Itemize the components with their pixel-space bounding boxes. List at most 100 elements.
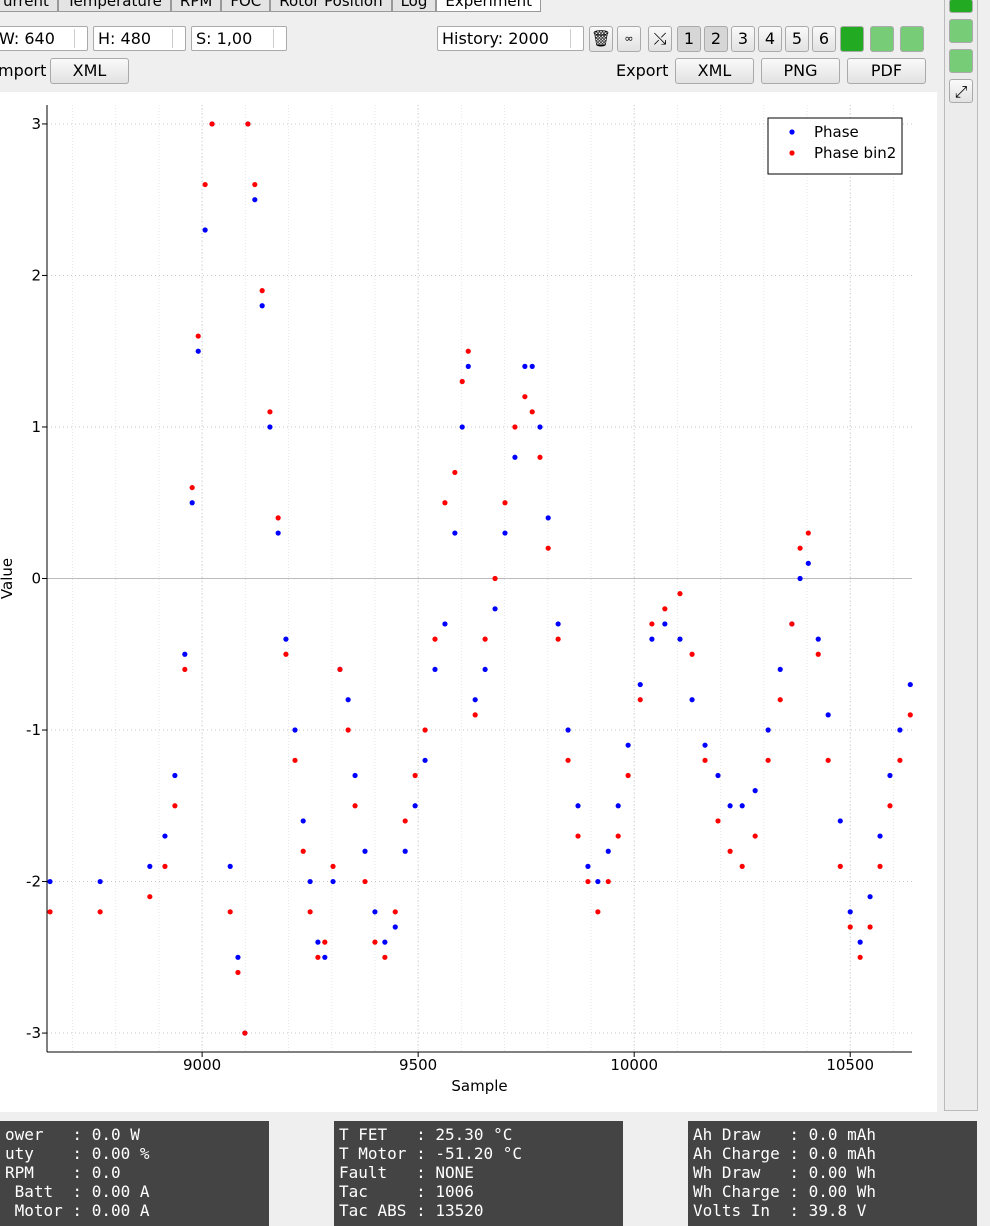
import-xml-button[interactable]: XML	[50, 58, 129, 84]
status-panel: Ah Draw : 0.0 mAh Ah Charge : 0.0 mAh Wh D…	[688, 1121, 977, 1226]
point	[97, 878, 103, 885]
point	[765, 727, 771, 733]
export-label: Export	[616, 61, 669, 80]
plot-number-button[interactable]: 1	[677, 26, 701, 52]
point	[605, 848, 611, 854]
export-png-button[interactable]: PNG	[761, 58, 840, 84]
point	[522, 363, 528, 369]
plot-number-button[interactable]: 5	[785, 26, 809, 52]
point	[442, 621, 448, 627]
point	[545, 515, 551, 521]
point	[565, 757, 571, 763]
tab[interactable]: Log	[391, 0, 437, 12]
point	[402, 848, 408, 854]
point	[209, 121, 215, 127]
point	[189, 500, 195, 506]
side-button[interactable]	[949, 49, 973, 73]
point	[382, 954, 388, 960]
legend-marker	[789, 129, 795, 135]
plot-number-button[interactable]: 4	[758, 26, 782, 52]
plot-number-button[interactable]: 3	[731, 26, 755, 52]
line-button[interactable]: ⤯	[648, 26, 672, 52]
point	[715, 772, 721, 779]
status-line: RPM : 0.0	[5, 1163, 121, 1182]
side-button[interactable]: ⤢	[949, 79, 973, 103]
point	[837, 818, 843, 824]
export-xml-button[interactable]: XML	[675, 58, 754, 84]
point	[649, 636, 655, 642]
point	[322, 939, 328, 945]
point	[907, 712, 913, 718]
plot-number-button[interactable]: 6	[812, 26, 836, 52]
point	[362, 878, 368, 885]
export-pdf-button[interactable]: PDF	[847, 58, 926, 84]
y-tick-label: -3	[26, 1024, 41, 1042]
point	[372, 939, 378, 945]
point	[649, 621, 655, 627]
legend-label: Phase bin2	[814, 144, 896, 162]
tab[interactable]: urrent	[0, 0, 58, 12]
point	[637, 697, 643, 703]
point	[529, 409, 535, 415]
point	[615, 803, 621, 809]
point	[300, 848, 306, 854]
point	[625, 772, 631, 779]
point	[522, 394, 528, 400]
point	[283, 636, 289, 642]
point	[877, 863, 883, 869]
tab[interactable]: Experiment	[436, 0, 542, 12]
height-spinbox[interactable]: H: 480	[93, 26, 186, 51]
y-tick-label: 1	[31, 418, 41, 436]
point	[847, 909, 853, 915]
point	[245, 121, 251, 127]
v-zoom-button[interactable]	[900, 26, 924, 52]
point	[283, 651, 289, 657]
scatter-button[interactable]: ∞	[617, 26, 641, 52]
status-line: ower : 0.0 W	[5, 1125, 140, 1144]
point	[172, 803, 178, 809]
point	[392, 909, 398, 915]
plot-number-button[interactable]: 2	[704, 26, 728, 52]
point	[752, 833, 758, 839]
point	[825, 712, 831, 718]
point	[147, 863, 153, 869]
point	[442, 500, 448, 506]
point	[752, 788, 758, 794]
point	[459, 424, 465, 430]
side-button[interactable]	[949, 19, 973, 43]
point	[605, 878, 611, 885]
point	[162, 863, 168, 869]
point	[315, 939, 321, 945]
point	[307, 878, 313, 885]
point	[382, 939, 388, 945]
tab[interactable]: RPM	[170, 0, 222, 12]
width-spinbox[interactable]: W: 640	[0, 26, 88, 51]
point	[625, 742, 631, 748]
point	[777, 697, 783, 703]
point	[575, 833, 581, 839]
point	[897, 727, 903, 733]
x-tick-label: 10000	[610, 1056, 658, 1074]
status-line: Wh Draw : 0.00 Wh	[693, 1163, 877, 1182]
autoscale-button[interactable]	[840, 26, 864, 52]
scale-spinbox[interactable]: S: 1,00	[191, 26, 287, 51]
clear-button[interactable]: 🗑	[589, 26, 613, 52]
history-spinbox[interactable]: History: 2000	[437, 26, 584, 51]
side-button[interactable]	[949, 0, 973, 13]
point	[242, 1030, 248, 1036]
point	[292, 727, 298, 733]
legend-marker	[789, 150, 795, 156]
status-line: T Motor : -51.20 °C	[339, 1144, 523, 1163]
point	[615, 833, 621, 839]
tab[interactable]: Rotor Position	[270, 0, 392, 12]
tab[interactable]: FOC	[221, 0, 271, 12]
point	[702, 757, 708, 763]
h-zoom-button[interactable]	[870, 26, 894, 52]
point	[472, 697, 478, 703]
x-tick-label: 9000	[183, 1056, 221, 1074]
y-tick-label: -1	[26, 721, 41, 739]
tab[interactable]: Temperature	[57, 0, 171, 12]
point	[825, 757, 831, 763]
chart: 9000 9500 10000 10500 -3 -2 -1 0 1 2 3 Sample Value P…	[0, 92, 937, 1112]
